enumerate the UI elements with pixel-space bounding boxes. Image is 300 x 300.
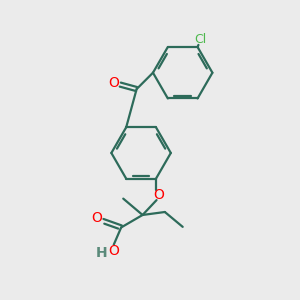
Text: O: O bbox=[108, 244, 119, 258]
Text: O: O bbox=[153, 188, 164, 202]
Text: O: O bbox=[108, 76, 119, 89]
Text: O: O bbox=[91, 211, 102, 225]
Text: Cl: Cl bbox=[194, 33, 206, 46]
Text: H: H bbox=[95, 246, 107, 260]
